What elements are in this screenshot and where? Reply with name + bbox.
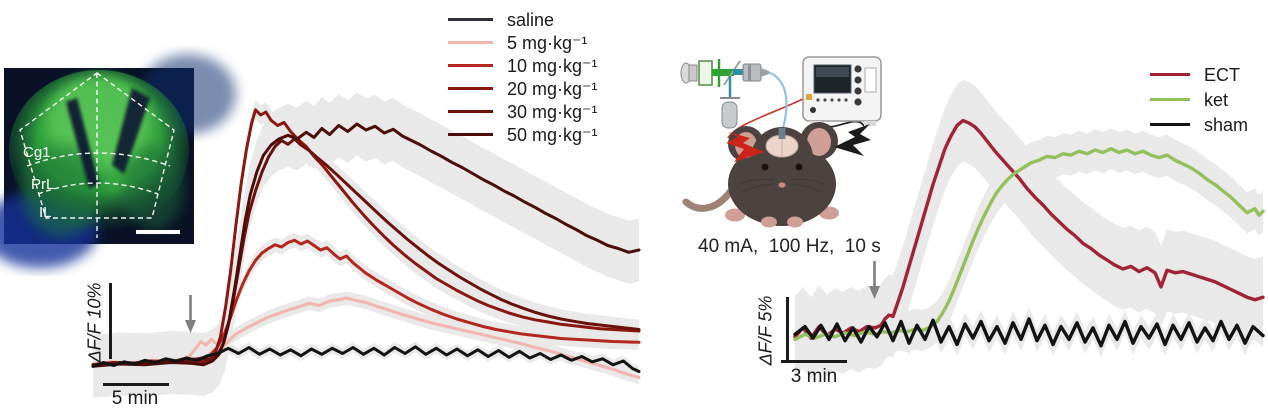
legend-label-sham: sham: [1204, 114, 1249, 135]
right-x-scalebar-label: 3 min: [790, 366, 838, 387]
trace-ECT: [793, 118, 1265, 340]
left-x-scalebar-label: 5 min: [111, 388, 159, 409]
legend-label-5mg: 5 mg·kg⁻¹: [507, 32, 588, 53]
trace-sham: [793, 317, 1265, 348]
trace-5mgkg: [91, 296, 641, 379]
mouse-ect-illustration: [680, 56, 882, 228]
mouse-tail: [682, 188, 734, 212]
legend-swatch-ket: [1150, 98, 1190, 101]
photometry-optics: [680, 59, 769, 129]
legend-item-10mg: 10 mg·kg⁻¹: [448, 54, 598, 77]
inset-label-prl: PrL: [31, 176, 54, 193]
laser-beam-icon: [712, 69, 734, 76]
sem-band-ECT: [795, 79, 1263, 380]
legend-label-saline: saline: [507, 9, 555, 30]
right-y-scalebar: [786, 297, 789, 362]
probe-track-right: [112, 88, 150, 174]
legend-swatch-saline: [448, 18, 493, 21]
photodetector-icon: [721, 101, 738, 129]
ect-ket-sham-chart: [793, 79, 1265, 380]
stim-params-text: 40 mA, 100 Hz, 10 s: [698, 236, 881, 257]
inset-scale-bar: [136, 230, 180, 234]
inset-label-il: IL: [39, 204, 52, 221]
whiskers: [739, 178, 825, 193]
injection-arrow: [185, 295, 196, 333]
trace-20mgkg: [91, 108, 641, 367]
legend-label-ect: ECT: [1204, 64, 1240, 85]
left-y-scalebar: [109, 283, 112, 359]
mpfc-micrograph-inset: Cg1 PrL IL: [0, 54, 236, 268]
legend-item-ket: ket: [1150, 87, 1248, 112]
legend-label-10mg: 10 mg·kg⁻¹: [507, 55, 598, 76]
probe-track-left: [66, 98, 99, 188]
legend-swatch-10mg: [448, 64, 493, 67]
optical-fiber: [767, 70, 788, 133]
ect-stimulator-device: [802, 56, 882, 126]
dichroic-mirror-icon: [723, 60, 741, 86]
trace-saline: [91, 345, 641, 373]
treatment-legend: ECT ket sham: [1150, 62, 1248, 137]
mouse-cartoon: [682, 122, 839, 228]
sem-band-sham: [795, 307, 1263, 358]
legend-swatch-50mg: [448, 133, 493, 136]
trace-50mgkg: [91, 122, 641, 368]
legend-item-ect: ECT: [1150, 62, 1248, 87]
sem-band-10mgkg: [93, 232, 639, 373]
legend-label-ket: ket: [1204, 89, 1229, 110]
legend-item-50mg: 50 mg·kg⁻¹: [448, 123, 598, 146]
electrode-bolt-black-icon: [834, 124, 871, 156]
legend-item-sham: sham: [1150, 112, 1248, 137]
laser-lens-icon: [698, 60, 713, 86]
electrode-bolt-red-icon: [726, 132, 764, 162]
legend-swatch-ect: [1150, 73, 1190, 76]
trace-10mgkg: [91, 238, 641, 367]
left-y-scalebar-label: ΔF/F 10%: [84, 282, 105, 363]
legend-item-5mg: 5 mg·kg⁻¹: [448, 31, 598, 54]
fiber-implant: [778, 128, 786, 139]
right-y-scalebar-label: ΔF/F 5%: [755, 295, 776, 366]
legend-label-30mg: 30 mg·kg⁻¹: [507, 101, 598, 122]
dose-legend: saline 5 mg·kg⁻¹ 10 mg·kg⁻¹ 20 mg·kg⁻¹ 3…: [448, 8, 598, 146]
stimulation-arrow: [869, 261, 880, 299]
right-x-scalebar: [781, 360, 847, 363]
legend-swatch-30mg: [448, 110, 493, 113]
dose-response-chart: [91, 92, 641, 398]
legend-label-50mg: 50 mg·kg⁻¹: [507, 124, 598, 145]
left-x-scalebar: [103, 383, 169, 386]
legend-swatch-20mg: [448, 87, 493, 90]
legend-item-20mg: 20 mg·kg⁻¹: [448, 77, 598, 100]
legend-item-saline: saline: [448, 8, 598, 31]
legend-label-20mg: 20 mg·kg⁻¹: [507, 78, 598, 99]
legend-item-30mg: 30 mg·kg⁻¹: [448, 100, 598, 123]
trace-ket: [793, 147, 1265, 342]
legend-swatch-5mg: [448, 41, 493, 44]
inset-label-cg1: Cg1: [23, 144, 51, 161]
legend-swatch-sham: [1150, 123, 1190, 126]
region-outline-dashed: [19, 72, 175, 238]
